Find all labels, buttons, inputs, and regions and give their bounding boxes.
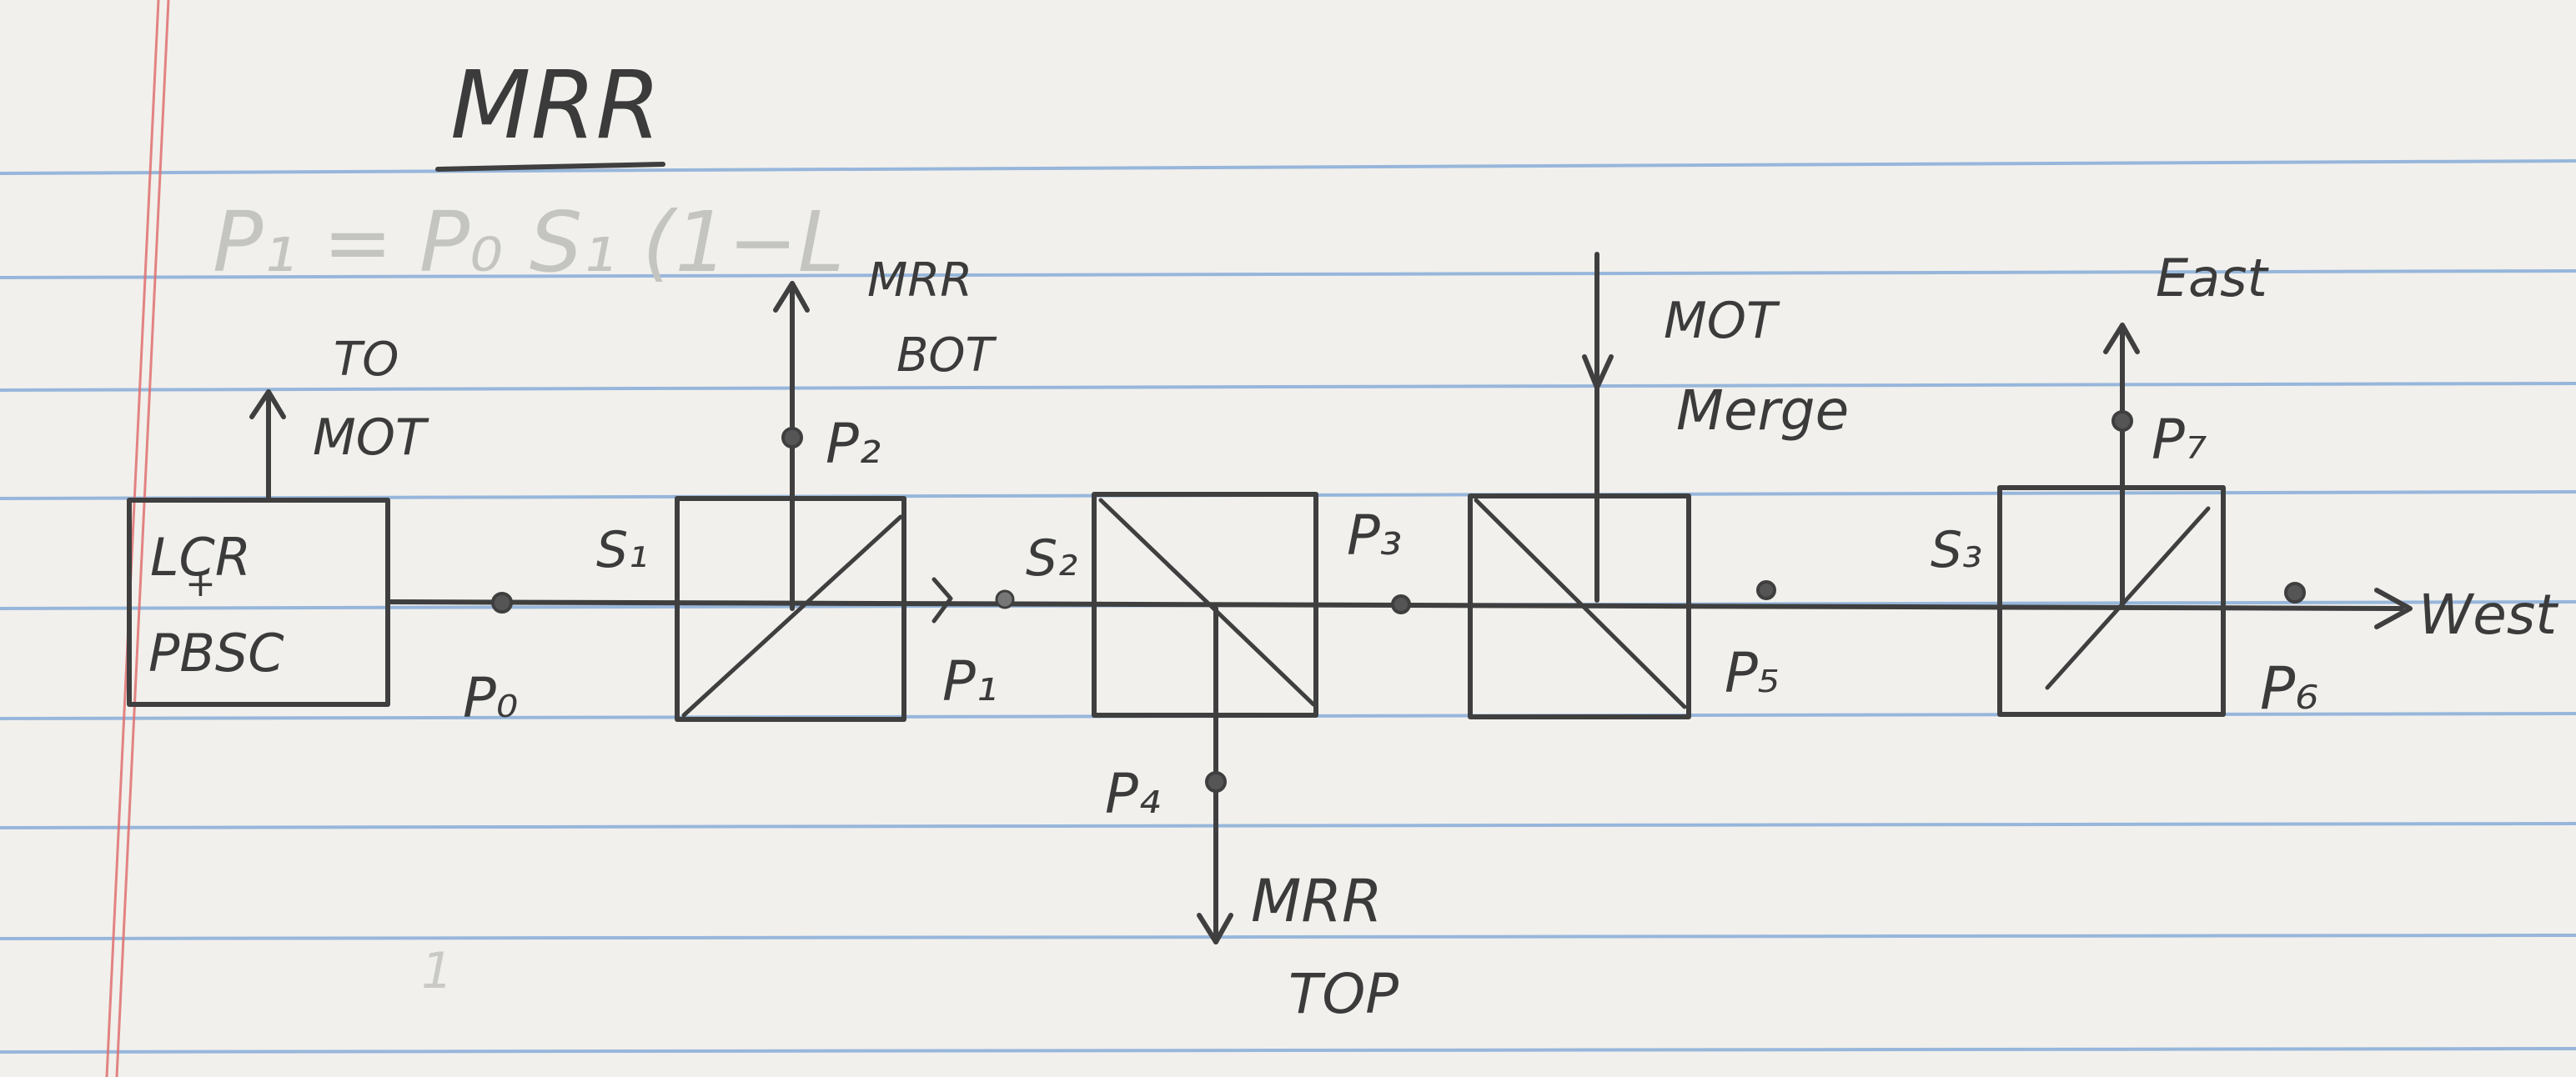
faint-equation: P₁ = P₀ S₁ (1−L	[213, 193, 844, 291]
point-p4: P₄	[1105, 762, 1227, 826]
splitter-s2: S₂	[1026, 492, 1318, 718]
source-box-line2: +	[185, 563, 216, 605]
splitter-s2-label: S₂	[1026, 529, 1077, 588]
point-p0: P₀	[463, 592, 518, 730]
point-p6: P₆	[2260, 582, 2318, 723]
title-underline	[435, 162, 665, 172]
splitter-merge	[1468, 493, 1691, 719]
east-label: East	[2156, 248, 2269, 308]
point-p2-label: P₂	[826, 412, 881, 476]
main-beam: West	[385, 577, 2558, 647]
west-label: West	[2418, 583, 2558, 647]
splitter-s3: S₃	[1931, 485, 2226, 717]
mrr-bot-label-line1: MRR	[867, 253, 972, 308]
point-p5: P₅	[1725, 580, 1780, 705]
splitter-s1: S₁	[596, 496, 906, 722]
point-p7-label: P₇	[2152, 408, 2207, 472]
mrr-bot-arrow: MRR BOT	[773, 253, 997, 611]
mot-merge-label-line2: Merge	[1676, 378, 1849, 443]
mrr-bot-label-line2: BOT	[896, 328, 997, 383]
mrr-top-label-line2: TOP	[1288, 962, 1398, 1026]
point-p6-label: P₆	[2260, 654, 2318, 723]
point-p4-label: P₄	[1105, 762, 1160, 826]
to-mot-label-line1: TO	[334, 333, 399, 387]
mot-merge-label-line1: MOT	[1664, 292, 1780, 350]
source-box-line1: LCR	[150, 527, 251, 588]
east-arrow: East	[2103, 248, 2269, 609]
mrr-top-label-line1: MRR	[1251, 867, 1383, 935]
page-title: MRR	[450, 52, 660, 160]
point-p5-label: P₅	[1725, 641, 1780, 705]
point-p2: P₂	[781, 412, 881, 476]
point-p1-label: P₁	[942, 649, 997, 714]
to-mot-arrow: TO MOT	[249, 333, 429, 503]
beam-direction-chevron	[931, 577, 953, 624]
mrr-top-arrow: MRR TOP	[1197, 606, 1398, 1026]
margin-lines	[105, 0, 170, 1077]
splitter-s1-label: S₁	[596, 521, 648, 579]
faint-mark: 1	[421, 942, 453, 1000]
source-box: LCR + PBSC	[127, 498, 390, 707]
mot-merge-arrow: MOT Merge	[1582, 252, 1849, 603]
splitter-s3-label: S₃	[1931, 521, 1982, 579]
source-box-line3: PBSC	[148, 623, 284, 684]
point-p3: P₃	[1347, 503, 1411, 614]
to-mot-label-line2: MOT	[313, 408, 429, 467]
point-p0-label: P₀	[463, 666, 518, 730]
point-p3-label: P₃	[1347, 503, 1402, 568]
point-p7: P₇	[2112, 408, 2207, 472]
point-p1: P₁	[942, 589, 1015, 714]
